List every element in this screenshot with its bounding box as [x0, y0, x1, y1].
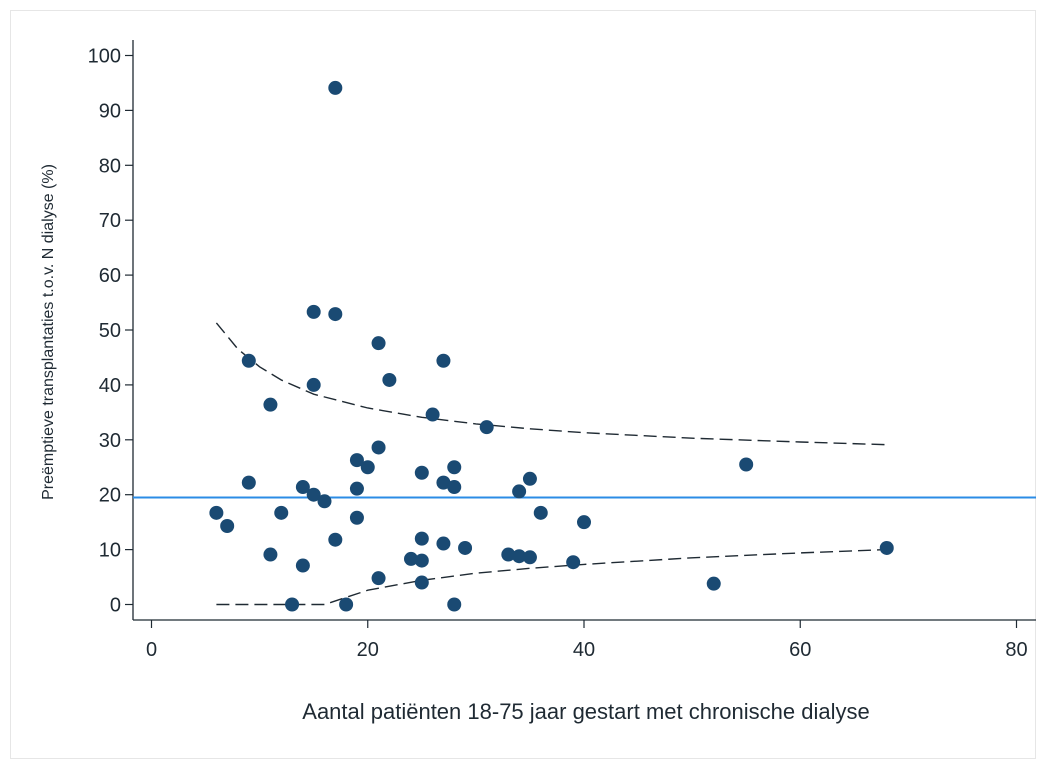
axes	[132, 40, 1036, 621]
x-tick-label: 40	[573, 639, 595, 661]
chart-frame	[10, 10, 1036, 759]
lower-limit-line	[216, 548, 887, 606]
data-point	[360, 460, 375, 475]
data-point	[414, 465, 429, 480]
data-point	[512, 484, 527, 499]
data-point	[349, 510, 364, 525]
data-point	[306, 377, 321, 392]
data-point	[522, 471, 537, 486]
data-point	[879, 540, 894, 555]
y-tick-label: 0	[110, 595, 121, 617]
x-axis-title: Aantal patiënten 18-75 jaar gestart met …	[302, 699, 869, 724]
data-point	[533, 505, 548, 520]
x-tick-label: 0	[146, 639, 157, 661]
data-point	[414, 531, 429, 546]
y-tick-label: 100	[88, 46, 121, 68]
upper-limit-line	[215, 322, 887, 446]
y-axis-title: Preëmptieve transplantaties t.o.v. N dia…	[40, 164, 57, 500]
y-tick-label: 10	[99, 540, 121, 562]
x-tick-label: 20	[357, 639, 379, 661]
data-point	[285, 597, 300, 612]
data-point	[295, 480, 310, 495]
data-point	[501, 547, 516, 562]
data-point	[306, 487, 321, 502]
data-point	[522, 550, 537, 565]
y-tick-label: 20	[99, 485, 121, 507]
data-point	[349, 453, 364, 468]
data-point	[436, 353, 451, 368]
data-point	[295, 558, 310, 573]
x-tick-label: 80	[1005, 639, 1027, 661]
data-point	[371, 440, 386, 455]
data-point	[328, 307, 343, 322]
data-point	[447, 460, 462, 475]
data-point	[447, 480, 462, 495]
data-point	[566, 555, 581, 570]
data-point	[328, 532, 343, 547]
data-point	[706, 576, 721, 591]
data-point	[220, 518, 235, 533]
data-point	[577, 515, 591, 530]
y-tick-label: 70	[99, 210, 121, 232]
y-tick-label: 30	[99, 430, 121, 452]
x-tick-label: 60	[789, 639, 811, 661]
y-tick-label: 60	[99, 265, 121, 287]
data-point	[414, 553, 429, 568]
data-point	[436, 475, 451, 490]
data-point	[241, 475, 256, 490]
data-point	[458, 540, 473, 555]
data-points	[209, 80, 894, 612]
data-point	[349, 481, 364, 496]
data-point	[414, 575, 429, 590]
data-point	[739, 457, 754, 472]
data-point	[306, 304, 321, 319]
data-point	[317, 494, 332, 509]
data-point	[382, 372, 397, 387]
x-axis-ticks: 0 20 40 60 80	[146, 620, 1028, 661]
data-point	[263, 397, 278, 412]
data-point	[436, 536, 451, 551]
data-point	[371, 336, 386, 351]
y-tick-label: 50	[99, 320, 121, 342]
data-point	[404, 551, 418, 566]
y-tick-label: 90	[99, 100, 121, 122]
data-point	[371, 571, 386, 586]
data-point	[274, 505, 289, 520]
y-axis-ticks: 0 10 20 30 40 50 60 70 80 90 100	[88, 46, 133, 617]
data-point	[512, 549, 527, 564]
data-point	[447, 597, 462, 612]
y-tick-label: 40	[99, 375, 121, 397]
data-point	[209, 505, 224, 520]
data-point	[263, 547, 278, 562]
y-tick-label: 80	[99, 155, 121, 177]
data-point	[328, 80, 343, 95]
data-point	[339, 597, 354, 612]
limit-lines	[133, 322, 1036, 606]
data-point	[425, 407, 440, 422]
data-point	[479, 420, 494, 435]
data-point	[241, 353, 256, 368]
